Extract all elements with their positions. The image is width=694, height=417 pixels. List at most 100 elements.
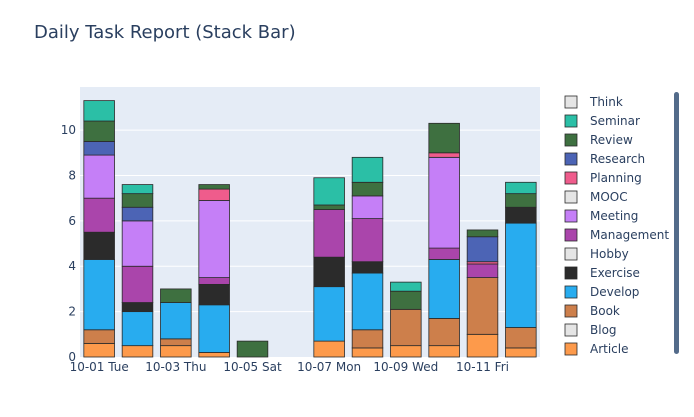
legend-item-management[interactable]: Management bbox=[564, 228, 669, 242]
legend-label[interactable]: Planning bbox=[590, 171, 642, 185]
legend-label[interactable]: Blog bbox=[590, 323, 617, 337]
x-tick-label: 10-01 Tue bbox=[70, 360, 129, 374]
bar-segment-review bbox=[198, 184, 230, 190]
x-tick-label: 10-07 Mon bbox=[297, 360, 361, 374]
legend-swatch[interactable] bbox=[564, 323, 578, 337]
legend-swatch[interactable] bbox=[564, 304, 578, 318]
bar-segment-exercise bbox=[121, 302, 154, 313]
x-tick-label: 10-11 Fri bbox=[456, 360, 509, 374]
bar-segment-review bbox=[313, 204, 345, 210]
x-axis-ticks: 10-01 Tue 10-03 Thu 10-05 Sat 10-07 Mon 10-0… bbox=[70, 360, 509, 374]
legend-label[interactable]: Develop bbox=[590, 285, 639, 299]
bar-segment-meeting bbox=[83, 154, 115, 199]
bar-segment-management bbox=[121, 265, 154, 303]
legend-label[interactable]: Think bbox=[589, 95, 623, 109]
bar-segment-research bbox=[121, 206, 154, 222]
legend-swatch[interactable] bbox=[564, 228, 578, 242]
legend-item-think[interactable]: Think bbox=[564, 95, 623, 109]
legend-swatch[interactable] bbox=[564, 114, 578, 128]
bar-segment-article bbox=[313, 340, 345, 358]
bar-segment-seminar bbox=[390, 281, 422, 292]
bar-segment-exercise bbox=[505, 206, 537, 224]
bar-segment-management bbox=[198, 277, 230, 285]
legend-label[interactable]: MOOC bbox=[590, 190, 628, 204]
bar-segment-book bbox=[83, 329, 115, 344]
legend-swatch[interactable] bbox=[564, 247, 578, 261]
y-tick-label: 10 bbox=[61, 123, 76, 137]
bars bbox=[83, 100, 537, 358]
legend-swatch[interactable] bbox=[564, 95, 578, 109]
bar-segment-review bbox=[83, 120, 115, 142]
bar-segment-book bbox=[390, 308, 422, 347]
x-tick-label: 10-09 Wed bbox=[373, 360, 438, 374]
bar-segment-article bbox=[466, 333, 499, 358]
legend-swatch[interactable] bbox=[564, 152, 578, 166]
legend-item-planning[interactable]: Planning bbox=[564, 171, 642, 185]
bar-segment-exercise bbox=[83, 231, 115, 260]
legend-label[interactable]: Meeting bbox=[590, 209, 638, 223]
bar-segment-develop bbox=[313, 286, 345, 342]
bar-segment-develop bbox=[351, 272, 384, 331]
bar-segment-seminar bbox=[313, 177, 345, 206]
y-tick-label: 4 bbox=[68, 259, 76, 273]
legend-item-article[interactable]: Article bbox=[564, 342, 629, 356]
legend-item-blog[interactable]: Blog bbox=[564, 323, 617, 337]
bar-segment-develop bbox=[198, 304, 230, 353]
legend-label[interactable]: Review bbox=[590, 133, 633, 147]
bar-segment-review bbox=[390, 290, 422, 310]
legend-item-book[interactable]: Book bbox=[564, 304, 620, 318]
legend-item-hobby[interactable]: Hobby bbox=[564, 247, 629, 261]
legend-item-review[interactable]: Review bbox=[564, 133, 633, 147]
legend-label[interactable]: Article bbox=[590, 342, 629, 356]
y-axis-ticks: 0 2 4 6 8 10 bbox=[61, 123, 76, 364]
bar-segment-article bbox=[351, 347, 384, 358]
bar-segment-book bbox=[351, 329, 384, 349]
bar-segment-meeting bbox=[351, 195, 384, 219]
legend-item-meeting[interactable]: Meeting bbox=[564, 209, 638, 223]
bar-segment-review bbox=[160, 288, 192, 303]
legend-item-develop[interactable]: Develop bbox=[564, 285, 639, 299]
legend-swatch[interactable] bbox=[564, 190, 578, 204]
bar-segment-meeting bbox=[198, 200, 230, 278]
legend-swatch[interactable] bbox=[564, 133, 578, 147]
bar-segment-develop bbox=[121, 311, 154, 347]
legend-item-mooc[interactable]: MOOC bbox=[564, 190, 628, 204]
y-tick-label: 2 bbox=[68, 305, 76, 319]
x-tick-label: 10-03 Thu bbox=[145, 360, 206, 374]
bar-segment-research bbox=[83, 141, 115, 156]
legend[interactable]: Think Seminar Review Research Planning MOOC Me… bbox=[564, 95, 669, 356]
bar-segment-book bbox=[160, 338, 192, 347]
bar-segment-meeting bbox=[428, 156, 460, 249]
legend-label[interactable]: Research bbox=[590, 152, 645, 166]
legend-scrollbar[interactable] bbox=[674, 92, 679, 354]
legend-label[interactable]: Exercise bbox=[590, 266, 640, 280]
bar-segment-article bbox=[198, 352, 230, 358]
bar-segment-seminar bbox=[83, 100, 115, 122]
bar-segment-review bbox=[121, 193, 154, 208]
bar-segment-article bbox=[428, 345, 460, 358]
legend-swatch[interactable] bbox=[564, 266, 578, 280]
chart-title: Daily Task Report (Stack Bar) bbox=[34, 22, 296, 43]
legend-label[interactable]: Seminar bbox=[590, 114, 640, 128]
legend-swatch[interactable] bbox=[564, 171, 578, 185]
legend-item-research[interactable]: Research bbox=[564, 152, 645, 166]
bar-segment-review bbox=[466, 229, 499, 238]
bar-segment-article bbox=[83, 342, 115, 358]
bar-segment-meeting bbox=[121, 220, 154, 267]
bar-segment-review bbox=[351, 181, 384, 197]
legend-swatch[interactable] bbox=[564, 285, 578, 299]
bar-segment-management bbox=[313, 209, 345, 258]
legend-swatch[interactable] bbox=[564, 209, 578, 223]
legend-label[interactable]: Book bbox=[590, 304, 620, 318]
legend-label[interactable]: Hobby bbox=[590, 247, 629, 261]
legend-item-seminar[interactable]: Seminar bbox=[564, 114, 640, 128]
legend-label[interactable]: Management bbox=[590, 228, 669, 242]
y-tick-label: 0 bbox=[68, 350, 76, 364]
bar-segment-seminar bbox=[505, 181, 537, 195]
bar-segment-article bbox=[121, 345, 154, 358]
bar-segment-develop bbox=[428, 259, 460, 319]
legend-swatch[interactable] bbox=[564, 342, 578, 356]
bar-segment-research bbox=[466, 236, 499, 263]
bar-segment-review bbox=[428, 122, 460, 154]
legend-item-exercise[interactable]: Exercise bbox=[564, 266, 640, 280]
